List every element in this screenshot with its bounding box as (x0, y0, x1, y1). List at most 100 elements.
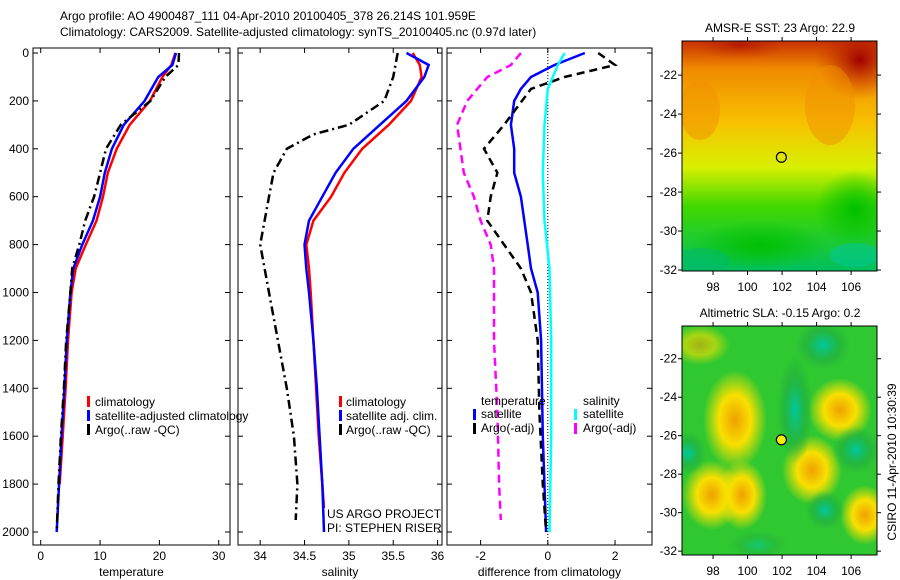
legend-label: Argo(-adj) (481, 421, 534, 435)
sst-map-title: AMSR-E SST: 23 Argo: 22.9 (705, 21, 855, 35)
legend-group-temperature: temperature (481, 394, 546, 408)
sla-map-frame (681, 325, 878, 556)
legend-label: Argo(..raw -QC) (95, 423, 180, 437)
series-line-argo-raw-qc- (258, 52, 399, 521)
x-tick-label: 10 (93, 549, 107, 563)
legend-label: satellite-adjusted climatology (95, 409, 248, 423)
argo-location-marker (775, 434, 787, 446)
y-tick-label: -26 (660, 146, 678, 160)
legend-swatch-argo (87, 424, 90, 435)
y-tick-label: 1000 (2, 286, 29, 300)
y-tick-label: 1600 (2, 429, 29, 443)
legend-label: Argo(-adj) (583, 421, 636, 435)
sla-map-title: Altimetric SLA: -0.15 Argo: 0.2 (700, 306, 861, 320)
x-tick-label: 106 (841, 564, 861, 578)
series-line-argo-raw-qc- (55, 52, 181, 533)
y-tick-label: 1400 (2, 381, 29, 395)
y-tick-label: -22 (660, 68, 678, 82)
legend-swatch-satellite (87, 410, 90, 421)
legend-swatch-satellite (339, 410, 342, 421)
x-tick-label: 106 (841, 280, 861, 294)
plot-frame (446, 47, 653, 546)
y-tick-label: -30 (660, 224, 678, 238)
legend-swatch-argo (339, 424, 342, 435)
legend-label: climatology (346, 395, 406, 409)
legend-group-salinity: salinity (583, 394, 620, 408)
series-line-argo-adj--temperature (482, 51, 618, 533)
x-tick-label: 100 (738, 280, 758, 294)
title-line-1: Argo profile: AO 4900487_111 04-Apr-2010… (60, 9, 476, 23)
y-tick-label: 400 (9, 142, 29, 156)
y-tick-label: 1200 (2, 333, 29, 347)
legend-swatch-temp-satellite (473, 409, 476, 420)
legend-swatch-temp-argo (473, 423, 476, 434)
legend-swatch-climatology (339, 396, 342, 407)
y-tick-label: 800 (9, 238, 29, 252)
y-tick-label: -24 (660, 390, 678, 404)
argo-location-marker (775, 151, 787, 163)
x-tick-label: 35 (342, 549, 356, 563)
x-tick-label: 34 (253, 549, 267, 563)
legend-swatch-climatology (87, 396, 90, 407)
sla-field (682, 326, 877, 555)
y-tick-label: 2000 (2, 525, 29, 539)
legend-label: satellite (583, 407, 624, 421)
x-tick-label: 104 (807, 564, 827, 578)
x-tick-label: 0 (37, 549, 44, 563)
legend-label: Argo(..raw -QC) (346, 423, 431, 437)
footer-stamp: CSIRO 11-Apr-2010 10:30:39 (885, 383, 899, 541)
x-tick-label: 104 (807, 280, 827, 294)
y-tick-label: -28 (660, 467, 678, 481)
project-line-1: US ARGO PROJECT (327, 507, 442, 521)
x-tick-label: 102 (772, 564, 792, 578)
legend-swatch-sal-satellite (574, 409, 577, 420)
x-axis-label: temperature (99, 565, 164, 579)
y-tick-label: -28 (660, 185, 678, 199)
sst-field (682, 41, 877, 271)
legend-label: satellite adj. clim. (346, 409, 437, 423)
y-tick-label: 600 (9, 190, 29, 204)
y-tick-label: 1800 (2, 477, 29, 491)
temperature-panel: 0 200 400 600 800 1000 1200 1400 1600 1800 2000 0 10… (2, 46, 231, 579)
x-axis-label: salinity (322, 565, 359, 579)
salinity-panel: 34 34.5 35 35.5 36 salinity (237, 47, 445, 579)
y-tick-label: 0 (22, 46, 29, 60)
legend-swatch-sal-argo (574, 423, 577, 434)
y-tick-label: -30 (660, 506, 678, 520)
sla-map: Altimetric SLA: -0.15 Argo: 0.2 98 100 102… (660, 306, 881, 578)
sst-map: AMSR-E SST: 23 Argo: 22.9 98 100 102 104 106… (660, 21, 881, 294)
x-tick-label: 36 (431, 549, 445, 563)
series-line-satellite-adj-clim- (303, 51, 431, 533)
x-tick-label: 20 (153, 549, 167, 563)
x-tick-label: -2 (475, 549, 486, 563)
temperature-legend: climatology satellite-adjusted climatolo… (87, 395, 248, 437)
project-line-2: PI: STEPHEN RISER (327, 521, 442, 535)
x-tick-label: 35.5 (382, 549, 406, 563)
series-line-argo-adj--salinity (455, 52, 522, 521)
plot-frame (237, 47, 443, 546)
x-tick-label: 102 (772, 280, 792, 294)
x-tick-label: 0 (544, 549, 551, 563)
x-tick-label: 100 (738, 564, 758, 578)
plot-frame (32, 47, 231, 546)
series-line-satellite-adjusted-climatology (55, 52, 178, 533)
x-tick-label: 2 (612, 549, 619, 563)
difference-legend: temperature satellite Argo(-adj) salinit… (473, 394, 636, 435)
y-tick-label: -32 (660, 544, 678, 558)
title-line-2: Climatology: CARS2009. Satellite-adjuste… (60, 25, 536, 39)
x-tick-label: 98 (706, 280, 720, 294)
x-tick-label: 98 (706, 564, 720, 578)
y-tick-label: -32 (660, 263, 678, 277)
series-line-satellite-temperature (509, 51, 586, 533)
series-line-climatology (305, 52, 423, 509)
series-line-satellite-salinity (541, 52, 566, 533)
legend-label: satellite (481, 407, 522, 421)
y-tick-label: 200 (9, 94, 29, 108)
y-tick-label: -26 (660, 429, 678, 443)
difference-panel: -2 0 2 difference from climatology (446, 47, 653, 579)
y-tick-label: -22 (660, 352, 678, 366)
sst-map-frame (681, 40, 878, 272)
salinity-legend: climatology satellite adj. clim. Argo(..… (339, 395, 437, 437)
y-tick-label: -24 (660, 107, 678, 121)
